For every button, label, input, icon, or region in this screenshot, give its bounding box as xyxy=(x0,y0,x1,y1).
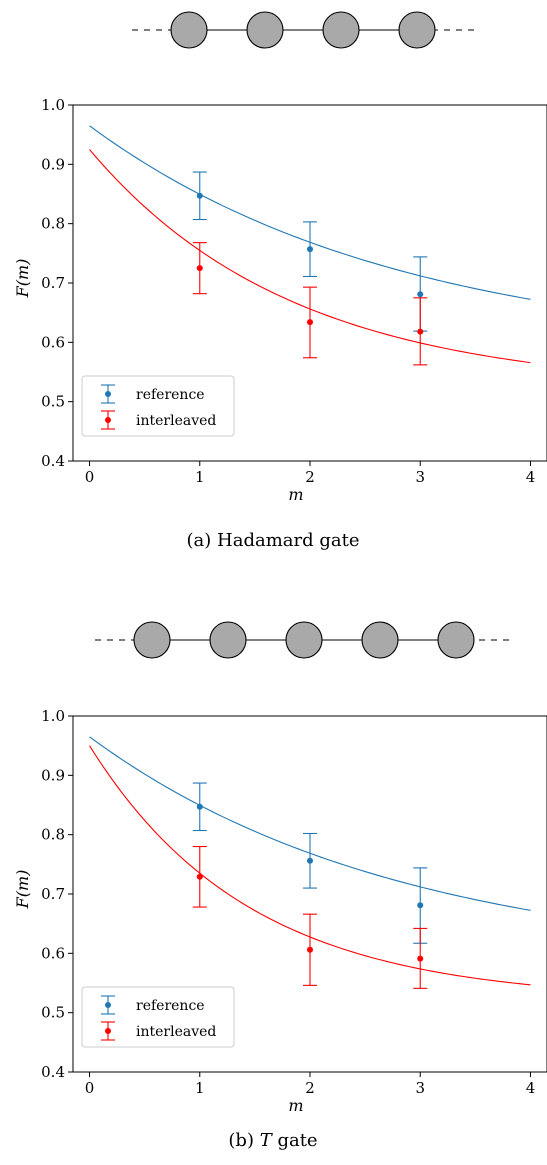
y-tick-label: 0.6 xyxy=(41,333,65,351)
data-point-interleaved xyxy=(417,328,424,335)
legend-marker-dot xyxy=(105,1028,111,1034)
x-tick-label: 2 xyxy=(305,1079,315,1097)
x-tick-label: 4 xyxy=(526,1079,536,1097)
y-tick-label: 0.7 xyxy=(41,885,65,903)
legend-label-interleaved: interleaved xyxy=(136,1024,216,1040)
chain-node xyxy=(170,11,208,49)
data-point-reference xyxy=(307,857,313,864)
data-point-reference xyxy=(307,246,313,253)
chain-node xyxy=(361,621,399,659)
data-point-reference xyxy=(196,803,203,810)
data-point-reference xyxy=(417,902,424,909)
data-point-interleaved xyxy=(417,955,424,962)
chain-node xyxy=(322,11,360,49)
x-axis-label: m xyxy=(288,1096,303,1115)
figure-caption: (b) T gate xyxy=(228,1130,317,1151)
y-tick-label: 1.0 xyxy=(41,96,65,114)
legend-label-reference: reference xyxy=(136,387,205,403)
chain-node xyxy=(437,621,475,659)
x-tick-label: 3 xyxy=(415,468,425,486)
legend-marker-dot xyxy=(105,1002,111,1008)
legend-box xyxy=(81,375,235,437)
legend: reference interleaved xyxy=(81,986,235,1048)
y-tick-label: 0.4 xyxy=(41,1063,65,1081)
chart-panel-2: 0.4 0.5 0.6 0.7 0.8 0.9 1.0 0 1 2 3 4 m F(m) reference… xyxy=(13,621,547,1151)
legend-label-interleaved: interleaved xyxy=(136,413,216,429)
x-axis-label: m xyxy=(288,485,303,504)
chain-node xyxy=(398,11,436,49)
chart-panel-1: 0.4 0.5 0.6 0.7 0.8 0.9 1.0 0 1 2 3 4 m F(m) reference… xyxy=(13,11,547,551)
chain-node xyxy=(285,621,323,659)
y-tick-label: 0.5 xyxy=(41,393,65,411)
figure-caption: (a) Hadamard gate xyxy=(187,530,360,551)
spin-chain-diagram xyxy=(95,621,512,659)
legend-label-reference: reference xyxy=(136,998,205,1014)
data-point-interleaved xyxy=(307,946,313,953)
y-axis-label: F(m) xyxy=(13,259,32,299)
y-tick-label: 0.7 xyxy=(41,274,65,292)
y-tick-label: 0.9 xyxy=(41,766,65,784)
data-point-reference xyxy=(417,291,424,298)
legend-marker-dot xyxy=(105,391,111,397)
x-tick-label: 2 xyxy=(305,468,315,486)
y-tick-label: 0.5 xyxy=(41,1004,65,1022)
legend-box xyxy=(81,986,235,1048)
x-tick-label: 4 xyxy=(526,468,536,486)
x-tick-label: 3 xyxy=(415,1079,425,1097)
x-tick-label: 0 xyxy=(85,1079,95,1097)
chain-node xyxy=(246,11,284,49)
y-tick-label: 0.8 xyxy=(41,826,65,844)
data-point-interleaved xyxy=(196,265,203,272)
y-tick-label: 0.4 xyxy=(41,452,65,470)
y-axis-label: F(m) xyxy=(13,870,32,910)
y-tick-label: 0.6 xyxy=(41,944,65,962)
data-point-interleaved xyxy=(196,873,203,880)
data-point-interleaved xyxy=(307,319,313,326)
y-tick-label: 0.8 xyxy=(41,215,65,233)
y-tick-label: 0.9 xyxy=(41,155,65,173)
spin-chain-diagram xyxy=(132,11,474,49)
chain-node xyxy=(209,621,247,659)
legend: reference interleaved xyxy=(81,375,235,437)
x-tick-label: 1 xyxy=(195,1079,205,1097)
y-tick-label: 1.0 xyxy=(41,707,65,725)
legend-marker-dot xyxy=(105,417,111,423)
chain-node xyxy=(133,621,171,659)
x-tick-label: 1 xyxy=(195,468,205,486)
x-tick-label: 0 xyxy=(85,468,95,486)
data-point-reference xyxy=(196,192,203,199)
